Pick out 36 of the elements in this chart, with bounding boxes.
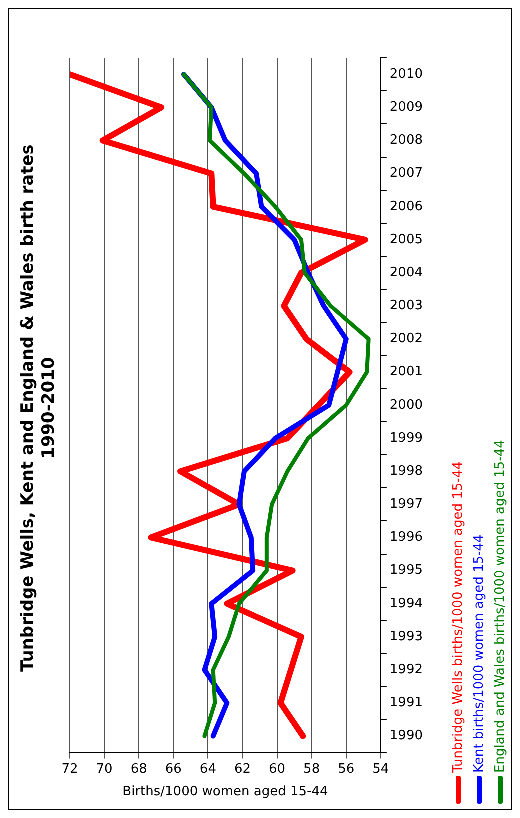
text: England and Wales births/1000 women aged 15-44	[493, 440, 508, 773]
y-tick-label: 1992	[390, 662, 424, 678]
y-tick-label: 2000	[390, 398, 424, 413]
y-tick-label: 2005	[390, 232, 424, 248]
x-axis-title: Births/1000 women aged 15-44	[122, 784, 328, 800]
y-tick-label: 1996	[390, 530, 424, 546]
y-tick-label: 1990	[390, 728, 424, 744]
x-tick-label: 68	[130, 762, 148, 777]
y-tick-label: 2002	[390, 332, 424, 347]
text: Tunbridge Wells births/1000 women aged 15-44	[451, 462, 466, 773]
y-tick-label: 1998	[390, 464, 424, 479]
x-tick-label: 62	[234, 762, 252, 777]
y-tick-label: 1991	[390, 696, 424, 711]
y-tick-label: 2009	[390, 100, 424, 116]
y-tick-label: 1999	[390, 430, 424, 446]
y-tick-label: 2007	[390, 166, 424, 182]
y-tick-label: 2004	[390, 265, 424, 280]
text: Kent births/1000 women aged 15-44	[472, 534, 487, 773]
x-tick-label: 60	[269, 762, 286, 777]
x-tick-label: 70	[96, 762, 113, 777]
x-tick-label: 72	[62, 762, 78, 777]
x-tick-label: 54	[372, 762, 390, 777]
x-tick-label: 58	[304, 762, 320, 777]
text: Tunbridge Wells, Kent and England & Wales birth rates 1990-2010	[18, 143, 60, 674]
y-tick-label: 2001	[390, 364, 424, 380]
x-tick-label: 64	[200, 762, 216, 777]
y-tick-label: 1994	[390, 596, 424, 612]
y-tick-label: 1993	[390, 629, 424, 644]
y-tick-label: 1995	[390, 563, 424, 578]
y-tick-label: 1997	[390, 497, 424, 512]
x-tick-label: 56	[338, 762, 355, 777]
y-tick-label: 2003	[390, 298, 424, 314]
y-tick-label: 2006	[390, 199, 424, 214]
y-tick-label: 2010	[390, 66, 424, 82]
x-tick-label: 66	[165, 762, 182, 777]
y-tick-label: 2008	[390, 133, 424, 148]
